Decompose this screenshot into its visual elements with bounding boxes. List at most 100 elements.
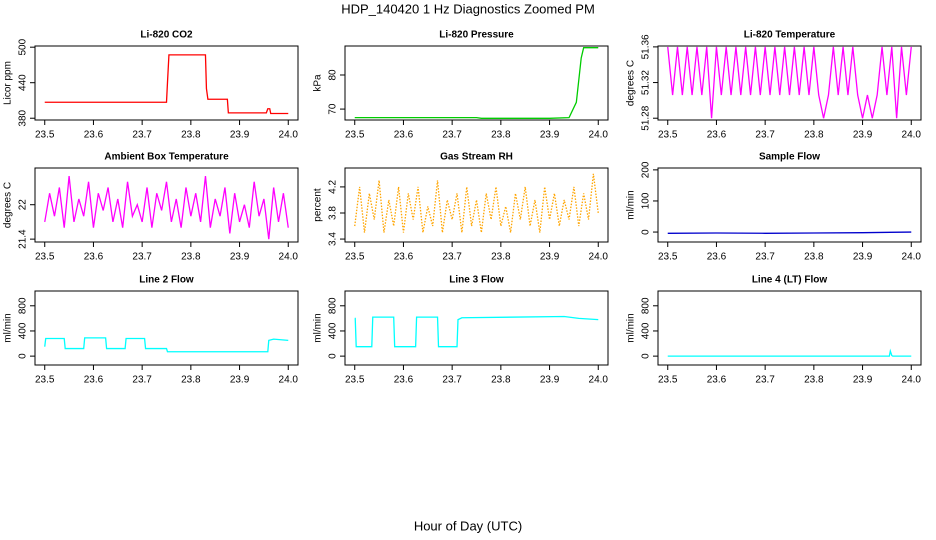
y-tick-label: 100 xyxy=(641,192,652,209)
y-tick-label: 51.36 xyxy=(641,34,652,59)
x-tick-label: 23.7 xyxy=(442,252,462,263)
x-tick-label: 23.9 xyxy=(853,375,873,386)
x-tick-label: 24.0 xyxy=(902,252,922,263)
y-axis-label: percent xyxy=(313,188,324,222)
y-tick-label: 380 xyxy=(18,109,29,126)
y-tick-label: 4.2 xyxy=(328,180,339,194)
x-tick-label: 23.6 xyxy=(394,375,414,386)
x-tick-label: 23.7 xyxy=(132,375,152,386)
panel: Li-820 Temperature degrees C 23.5 23.6 23.7 2… xyxy=(626,30,922,141)
panel: Line 2 Flow ml/min 23.5 23.6 23.7 23.8 23.9 24.… xyxy=(3,275,299,386)
x-tick-label: 23.6 xyxy=(707,375,727,386)
y-tick-label: 400 xyxy=(641,322,652,339)
x-tick-label: 23.7 xyxy=(132,252,152,263)
x-tick-label: 23.8 xyxy=(804,375,824,386)
x-tick-label: 23.7 xyxy=(755,252,775,263)
y-tick-label: 3.8 xyxy=(328,206,339,220)
x-tick-label: 23.8 xyxy=(491,130,511,141)
x-tick-label: 24.0 xyxy=(589,375,609,386)
plot-box xyxy=(34,290,299,366)
x-tick-label: 24.0 xyxy=(902,130,922,141)
x-tick-label: 23.5 xyxy=(35,252,55,263)
y-tick-label: 0 xyxy=(18,353,29,359)
y-tick-label: 22 xyxy=(18,199,29,211)
panel-title: Li-820 Pressure xyxy=(439,30,514,41)
y-tick-label: 3.4 xyxy=(328,232,339,246)
x-tick-label: 23.6 xyxy=(84,252,104,263)
x-tick-label: 23.8 xyxy=(491,375,511,386)
x-tick-label: 23.5 xyxy=(658,130,678,141)
plot-box xyxy=(34,45,299,121)
x-tick-label: 23.8 xyxy=(491,252,511,263)
x-axis-label: Hour of Day (UTC) xyxy=(414,518,522,533)
x-tick-label: 23.9 xyxy=(853,130,873,141)
y-tick-label: 21.4 xyxy=(18,229,29,249)
y-tick-label: 0 xyxy=(328,353,339,359)
x-tick-label: 23.6 xyxy=(707,130,727,141)
data-line xyxy=(354,173,599,233)
x-tick-label: 23.5 xyxy=(658,252,678,263)
x-tick-label: 24.0 xyxy=(589,252,609,263)
x-tick-label: 23.6 xyxy=(394,252,414,263)
data-line xyxy=(354,315,599,348)
panel: Line 4 (LT) Flow ml/min 23.5 23.6 23.7 23.8 23… xyxy=(626,275,922,386)
x-tick-label: 23.9 xyxy=(540,130,560,141)
x-tick-label: 23.8 xyxy=(804,130,824,141)
panel-title: Ambient Box Temperature xyxy=(104,152,229,163)
y-axis-label: ml/min xyxy=(626,190,637,219)
y-tick-label: 400 xyxy=(18,322,29,339)
x-tick-label: 23.9 xyxy=(853,252,873,263)
data-line xyxy=(44,175,289,240)
panel: Line 3 Flow ml/min 23.5 23.6 23.7 23.8 23.9 24.… xyxy=(313,275,609,386)
y-tick-label: 51.32 xyxy=(641,70,652,95)
x-tick-label: 23.9 xyxy=(230,375,250,386)
x-tick-label: 23.9 xyxy=(540,252,560,263)
y-tick-label: 400 xyxy=(328,322,339,339)
x-tick-label: 23.7 xyxy=(442,130,462,141)
panel: Li-820 Pressure kPa 23.5 23.6 23.7 23.8 23.9 24… xyxy=(313,30,609,141)
y-axis-label: degrees C xyxy=(3,182,14,228)
y-axis-label: degrees C xyxy=(626,60,637,106)
y-axis-label: ml/min xyxy=(3,313,14,342)
panel-title: Li-820 Temperature xyxy=(744,30,836,41)
x-tick-label: 24.0 xyxy=(279,375,299,386)
plot-box xyxy=(34,167,299,243)
x-tick-label: 23.5 xyxy=(345,130,365,141)
data-line xyxy=(44,337,289,353)
y-axis-label: Licor ppm xyxy=(3,61,14,105)
x-tick-label: 23.5 xyxy=(35,130,55,141)
x-tick-label: 23.5 xyxy=(35,375,55,386)
panel-title: Line 4 (LT) Flow xyxy=(752,275,828,286)
y-tick-label: 440 xyxy=(18,74,29,91)
panel: Li-820 CO2 Licor ppm 23.5 23.6 23.7 23.8 23.9 2… xyxy=(3,30,299,141)
x-tick-label: 23.8 xyxy=(804,252,824,263)
y-tick-label: 51.28 xyxy=(641,105,652,130)
y-axis-label: ml/min xyxy=(313,313,324,342)
data-line xyxy=(667,348,912,357)
x-tick-label: 23.5 xyxy=(345,252,365,263)
panel-title: Line 3 Flow xyxy=(449,275,504,286)
y-axis-label: kPa xyxy=(313,74,324,92)
panel: Gas Stream RH percent 23.5 23.6 23.7 23.8 23.9… xyxy=(313,152,609,263)
x-tick-label: 23.7 xyxy=(442,375,462,386)
x-tick-label: 23.9 xyxy=(540,375,560,386)
plot-box xyxy=(657,167,922,243)
x-tick-label: 23.8 xyxy=(181,252,201,263)
main-title: HDP_140420 1 Hz Diagnostics Zoomed PM xyxy=(341,1,595,16)
panel-title: Gas Stream RH xyxy=(440,152,513,163)
data-line xyxy=(667,46,912,119)
x-tick-label: 23.6 xyxy=(394,130,414,141)
x-tick-label: 24.0 xyxy=(589,130,609,141)
y-tick-label: 200 xyxy=(641,161,652,178)
x-tick-label: 24.0 xyxy=(279,130,299,141)
y-tick-label: 70 xyxy=(328,103,339,115)
panel: Sample Flow ml/min 23.5 23.6 23.7 23.8 23.9 24.… xyxy=(626,152,922,263)
data-line xyxy=(354,47,599,119)
x-tick-label: 23.6 xyxy=(84,375,104,386)
plot-box xyxy=(657,290,922,366)
y-tick-label: 800 xyxy=(18,297,29,314)
data-line xyxy=(44,54,289,115)
panel: Ambient Box Temperature degrees C 23.5 23.6… xyxy=(3,152,299,263)
x-tick-label: 23.5 xyxy=(658,375,678,386)
